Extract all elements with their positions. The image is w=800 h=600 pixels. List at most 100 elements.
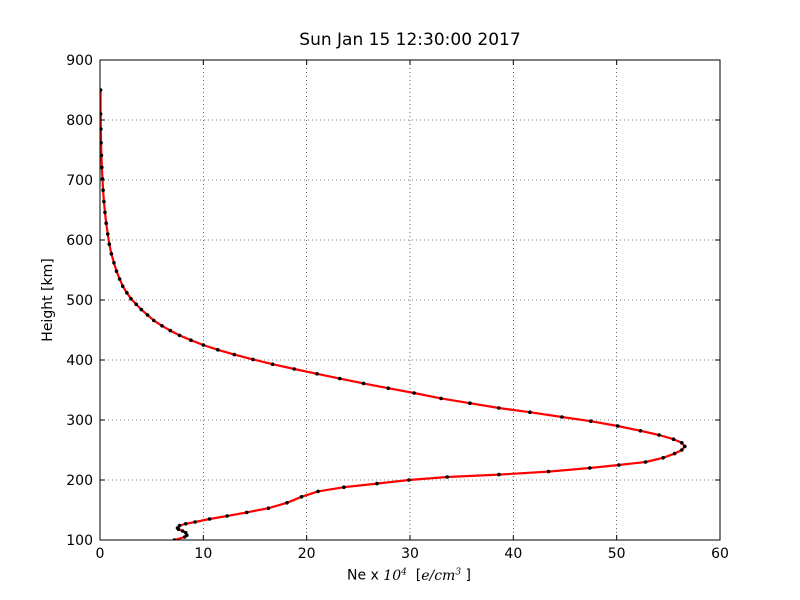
data-point: [100, 127, 103, 131]
chart-title: Sun Jan 15 12:30:00 2017: [299, 30, 521, 50]
x-axis-unit-close: ]: [465, 567, 471, 584]
data-point: [112, 261, 116, 265]
data-point: [177, 523, 182, 528]
data-point: [589, 419, 593, 424]
data-point: [285, 501, 289, 505]
data-point: [679, 441, 684, 445]
data-point: [386, 386, 391, 391]
data-point: [497, 472, 501, 477]
data-point: [100, 88, 103, 92]
data-point: [139, 307, 144, 312]
data-point: [151, 318, 156, 323]
axis-ticks: 0 10 20 30 40 50 60 100 200 300 400 500 600 700 800 900: [66, 53, 729, 562]
data-point: [104, 221, 108, 225]
x-tick-label: 40: [504, 546, 522, 562]
x-tick-label: 0: [96, 546, 105, 562]
data-point: [168, 328, 173, 333]
data-point: [638, 429, 643, 433]
x-axis-unit: e/cm3: [421, 567, 462, 584]
data-point: [588, 466, 592, 470]
data-point: [100, 165, 104, 170]
x-tick-label: 60: [711, 546, 729, 562]
y-tick-label: 400: [66, 353, 93, 369]
data-point: [375, 481, 379, 486]
data-point: [337, 376, 342, 381]
data-point: [201, 343, 206, 347]
data-point: [117, 277, 122, 281]
data-point: [292, 367, 297, 371]
data-point: [342, 485, 346, 490]
y-tick-label: 200: [66, 473, 93, 489]
x-axis-label-text: Ne x: [347, 567, 379, 584]
y-tick-label: 700: [66, 173, 93, 189]
data-point: [129, 297, 133, 301]
data-point: [183, 531, 188, 535]
data-point: [266, 506, 271, 511]
data-point: [412, 391, 416, 395]
data-point: [661, 456, 665, 460]
data-point: [193, 520, 197, 524]
data-point: [189, 338, 193, 343]
data-point: [672, 451, 677, 456]
y-tick-label: 800: [66, 113, 93, 129]
data-point: [657, 433, 661, 437]
data-point: [468, 401, 472, 406]
data-point: [175, 526, 180, 530]
x-tick-label: 20: [298, 546, 316, 562]
data-point: [244, 510, 249, 515]
data-point: [180, 529, 185, 533]
x-tick-label: 10: [194, 546, 212, 562]
data-point: [105, 232, 110, 236]
x-tick-label: 30: [401, 546, 419, 562]
data-point: [183, 522, 188, 526]
data-point: [497, 406, 501, 410]
data-point: [616, 463, 621, 467]
data-point: [679, 448, 684, 452]
data-point: [109, 252, 114, 256]
x-axis-unit-open: [: [415, 567, 422, 584]
data-point: [251, 357, 255, 362]
profile-line: [100, 89, 686, 540]
data-point: [315, 372, 319, 376]
data-point: [120, 284, 125, 289]
x-axis-label-multiplier: 104: [383, 567, 407, 584]
data-point: [160, 324, 164, 328]
data-point: [439, 396, 443, 401]
data-point: [445, 475, 450, 479]
data-point: [270, 362, 275, 367]
data-point: [407, 478, 411, 482]
data-point: [316, 489, 320, 494]
data-point: [225, 514, 229, 518]
grid-lines: [99, 59, 721, 541]
data-point: [100, 112, 103, 116]
data-point: [643, 460, 648, 464]
data-point: [101, 188, 105, 192]
y-tick-label: 300: [66, 413, 93, 429]
data-point: [177, 333, 182, 338]
data-point: [100, 141, 103, 145]
data-point: [683, 444, 687, 449]
y-tick-label: 100: [66, 533, 93, 549]
data-point: [528, 410, 532, 415]
data-point: [125, 291, 129, 295]
data-point: [207, 517, 212, 521]
y-tick-label: 500: [66, 293, 93, 309]
data-point: [107, 242, 112, 246]
data-point: [546, 469, 551, 474]
data-point: [114, 269, 119, 274]
profile-series: [100, 88, 687, 540]
data-point: [361, 381, 366, 386]
data-point: [216, 348, 220, 352]
x-tick-label: 50: [608, 546, 626, 562]
data-point: [103, 210, 107, 215]
data-point: [145, 313, 150, 317]
data-point: [100, 153, 104, 158]
data-point: [134, 302, 138, 307]
data-point: [299, 495, 304, 499]
x-axis-label: Ne x 104 [e/cm3 ]: [98, 567, 720, 584]
data-point: [232, 352, 237, 357]
data-point: [671, 437, 676, 442]
data-point: [560, 415, 564, 419]
y-tick-label: 900: [66, 53, 93, 69]
